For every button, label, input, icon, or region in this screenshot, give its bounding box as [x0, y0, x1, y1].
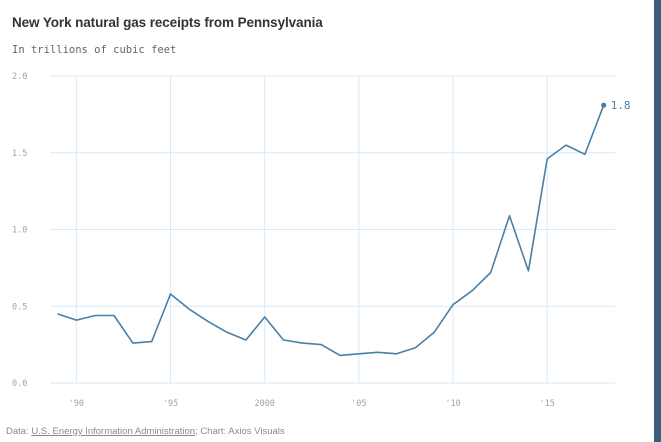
- chart-subtitle: In trillions of cubic feet: [12, 44, 177, 56]
- y-tick-label: 0.5: [12, 302, 27, 312]
- y-tick-label: 1.0: [12, 226, 27, 236]
- grid-lines: [50, 75, 615, 384]
- series-line: [57, 104, 605, 357]
- x-tick-label: '10: [445, 399, 460, 409]
- line-chart: 0.0 0.5 1.0 1.5 2.0 '90 '95 2000 '05 '10 '15 1.8: [12, 72, 631, 409]
- x-tick-label: 2000: [254, 399, 274, 409]
- tick-labels: 0.0 0.5 1.0 1.5 2.0 '90 '95 2000 '05 '10 '15: [12, 72, 555, 409]
- x-tick-label: '95: [163, 399, 178, 409]
- chart-title: New York natural gas receipts from Penns…: [12, 15, 323, 30]
- source-link[interactable]: U.S. Energy Information Administration: [31, 426, 196, 437]
- y-tick-label: 2.0: [12, 72, 27, 82]
- footer-prefix: Data:: [6, 426, 32, 437]
- x-tick-label: '05: [351, 399, 366, 409]
- x-tick-label: '90: [69, 399, 84, 409]
- x-tick-label: '15: [540, 399, 555, 409]
- y-tick-label: 1.5: [12, 149, 27, 159]
- end-value-label: 1.8: [611, 99, 631, 112]
- footer-suffix: ; Chart: Axios Visuals: [195, 426, 285, 437]
- source-footer: Data: U.S. Energy Information Administra…: [6, 426, 285, 437]
- end-point: [601, 102, 607, 108]
- series-layer: 1.8: [57, 99, 631, 357]
- y-tick-label: 0.0: [12, 379, 27, 389]
